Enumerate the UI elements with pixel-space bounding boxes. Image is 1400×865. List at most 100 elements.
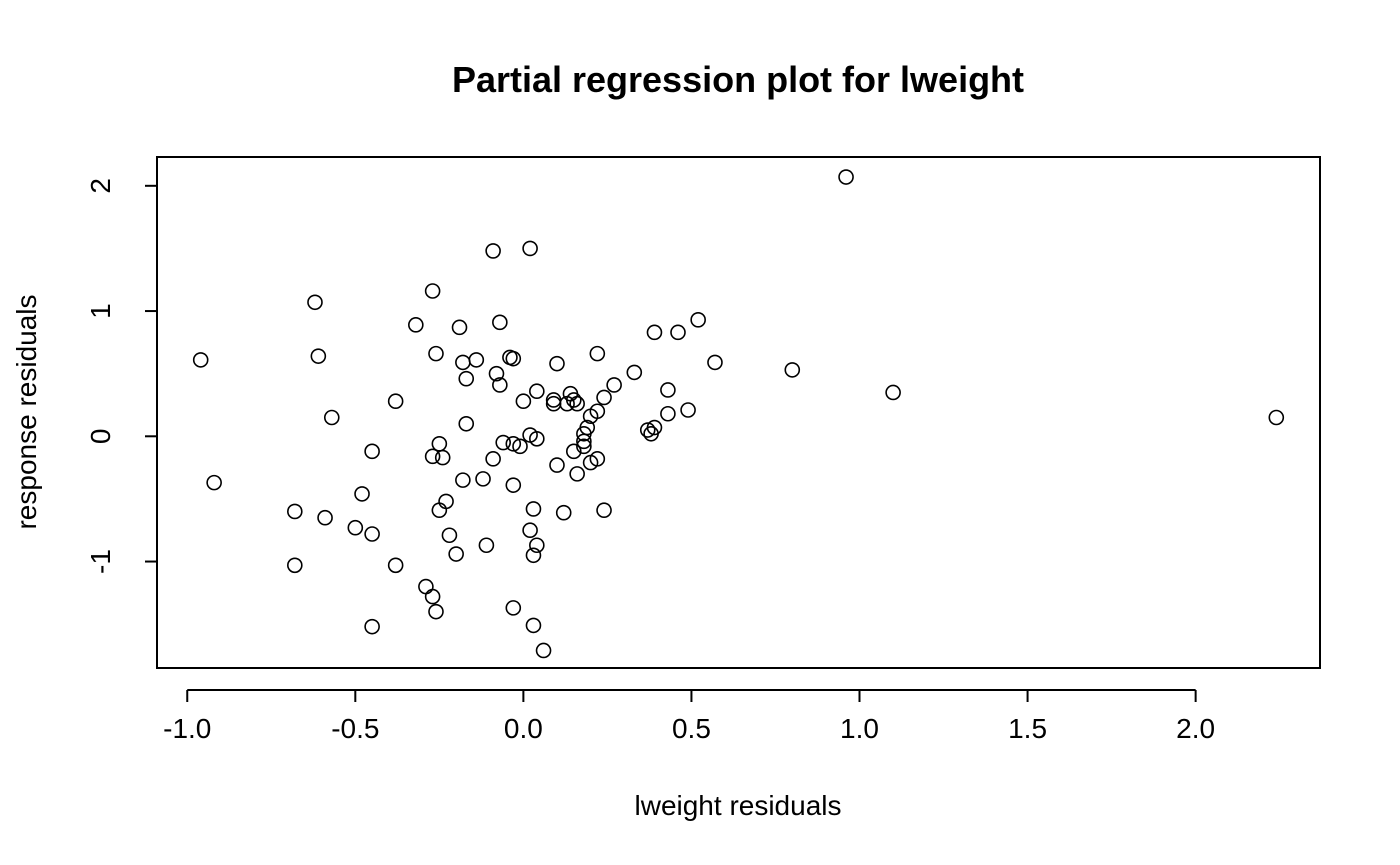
data-point	[559, 395, 575, 412]
data-point	[317, 509, 333, 526]
data-point	[323, 409, 340, 426]
data-point	[626, 364, 643, 381]
data-point	[576, 425, 592, 442]
data-point	[838, 169, 854, 185]
data-point	[307, 294, 323, 311]
data-point	[1268, 409, 1285, 426]
data-point	[451, 319, 468, 336]
data-point	[495, 434, 512, 451]
y-tick-label: 1	[85, 303, 116, 319]
data-point	[565, 443, 582, 460]
data-point	[287, 557, 303, 574]
data-point	[529, 537, 545, 554]
data-point	[646, 324, 663, 341]
x-tick-label: 1.5	[1008, 713, 1047, 744]
data-point	[596, 502, 612, 518]
data-point	[387, 393, 404, 410]
data-point	[478, 537, 495, 554]
data-point	[434, 449, 451, 466]
data-point	[582, 408, 599, 425]
data-point	[569, 395, 585, 412]
x-tick-label: 1.0	[840, 713, 879, 744]
data-point	[639, 422, 656, 438]
data-point	[488, 365, 505, 382]
data-point	[455, 472, 471, 488]
data-point	[458, 415, 475, 432]
data-point	[424, 588, 441, 605]
data-point	[424, 283, 441, 299]
data-point	[485, 451, 501, 467]
data-point	[549, 355, 565, 372]
data-point	[522, 240, 538, 257]
data-point	[492, 314, 508, 331]
data-point	[364, 618, 380, 635]
data-point	[576, 433, 592, 450]
data-point	[408, 317, 424, 333]
x-tick-label: 0.0	[504, 713, 543, 744]
x-tick-label: -0.5	[331, 713, 379, 744]
x-axis: -1.0 -0.5 0.0 0.5 1.0 1.5 2.0	[163, 689, 1215, 744]
data-point	[505, 477, 522, 493]
data-point	[784, 362, 801, 378]
data-point	[310, 348, 327, 364]
data-point	[512, 438, 528, 455]
data-point	[505, 350, 522, 367]
y-tick-label: -1	[85, 549, 116, 574]
data-point	[192, 352, 209, 368]
data-point	[529, 431, 545, 447]
data-point	[522, 522, 538, 539]
y-tick-label: 0	[85, 429, 116, 445]
data-point	[545, 395, 562, 412]
y-tick-label: 2	[85, 178, 116, 194]
data-point	[525, 617, 542, 634]
y-axis: -1 0 1 2	[85, 178, 158, 574]
data-point	[468, 352, 485, 368]
data-point	[428, 603, 444, 620]
data-point	[707, 354, 723, 371]
data-point	[287, 503, 303, 520]
x-tick-label: 2.0	[1176, 713, 1215, 744]
data-point	[589, 345, 606, 362]
data-point	[549, 457, 565, 473]
data-point	[475, 471, 491, 487]
data-point	[455, 354, 471, 371]
data-point	[441, 527, 458, 544]
data-point	[576, 438, 592, 455]
data-point	[485, 243, 501, 259]
data-point	[448, 546, 464, 562]
plot-frame	[156, 156, 1321, 669]
data-point	[690, 312, 706, 328]
x-tick-label: -1.0	[163, 713, 211, 744]
data-point	[529, 383, 545, 400]
data-point	[525, 547, 542, 564]
data-point	[606, 377, 622, 393]
data-point	[515, 393, 532, 410]
data-point	[418, 578, 434, 595]
data-point	[387, 557, 404, 574]
data-point	[431, 436, 448, 452]
y-axis-label: response residuals	[11, 294, 42, 529]
data-point	[424, 448, 441, 465]
data-point	[660, 405, 676, 422]
data-point	[505, 600, 522, 616]
data-point	[364, 526, 380, 542]
data-point	[458, 370, 475, 387]
data-point	[492, 377, 508, 393]
data-point	[680, 402, 696, 418]
data-point	[354, 486, 370, 502]
data-point	[364, 443, 380, 460]
data-point	[525, 501, 542, 517]
data-point	[347, 519, 364, 536]
data-point	[505, 436, 522, 452]
data-point	[545, 392, 562, 408]
chart-title: Partial regression plot for lweight	[452, 59, 1024, 100]
data-point	[596, 389, 612, 406]
data-point	[643, 425, 659, 442]
data-point	[206, 474, 222, 491]
x-tick-label: 0.5	[672, 713, 711, 744]
data-points	[192, 169, 1285, 659]
data-point	[431, 502, 448, 518]
data-point	[885, 384, 901, 401]
data-point	[535, 642, 552, 659]
